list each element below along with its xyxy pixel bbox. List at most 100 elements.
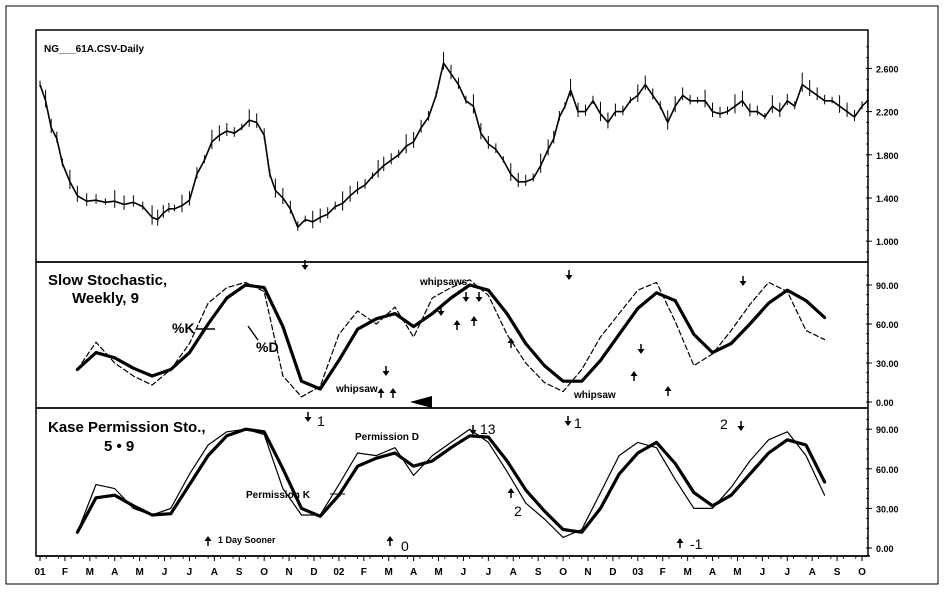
-d-series-line bbox=[75, 283, 827, 391]
signal-down-arrow-head-icon bbox=[565, 275, 573, 280]
x-tick-label: F bbox=[660, 567, 666, 578]
y-tick-label: 1.000 bbox=[876, 237, 899, 247]
signal-down-arrow-head-icon bbox=[637, 349, 645, 354]
signal-up-arrow-head-icon bbox=[377, 388, 385, 393]
y-tick-label: 1.800 bbox=[876, 151, 899, 161]
signal-down-arrow-head-icon bbox=[382, 371, 390, 376]
permission-d-series-line bbox=[75, 427, 827, 534]
x-tick-label: M bbox=[683, 567, 691, 578]
y-tick-label: 60.00 bbox=[876, 465, 899, 475]
x-tick-label: O bbox=[260, 567, 268, 578]
signal-up-arrow-head-icon bbox=[453, 320, 461, 325]
slow-stochastic-title: Slow Stochastic, bbox=[48, 272, 167, 289]
kase-permission-title: Kase Permission Sto., bbox=[48, 419, 206, 436]
x-tick-label: J bbox=[162, 567, 168, 578]
signal-count-0: 0 bbox=[401, 538, 409, 554]
panel-frame-price bbox=[35, 29, 869, 263]
whipsaw-label-2: whipsaw bbox=[573, 390, 616, 401]
x-tick-label: J bbox=[486, 567, 492, 578]
percent-k-label: %K bbox=[172, 320, 195, 336]
signal-down-arrow-head-icon bbox=[301, 265, 309, 270]
y-tick-label: 60.00 bbox=[876, 320, 899, 330]
y-tick-label: 90.00 bbox=[876, 281, 899, 291]
x-tick-label: J bbox=[187, 567, 193, 578]
x-tick-label: F bbox=[361, 567, 367, 578]
x-tick-label: J bbox=[461, 567, 467, 578]
y-tick-label: 2.600 bbox=[876, 64, 899, 74]
y-tick-label: 1.400 bbox=[876, 194, 899, 204]
signal-up-arrow-head-icon bbox=[507, 488, 515, 493]
price-series-line bbox=[39, 62, 869, 228]
signal-count-1b: 1 bbox=[574, 415, 582, 431]
y-tick-label: 30.00 bbox=[876, 359, 899, 369]
signal-down-arrow-head-icon bbox=[737, 426, 745, 431]
signal-down-arrow-head-icon bbox=[564, 421, 572, 426]
y-tick-label: 0.00 bbox=[876, 398, 894, 408]
x-tick-label: 03 bbox=[632, 567, 644, 578]
x-tick-label: D bbox=[609, 567, 616, 578]
x-tick-label: A bbox=[410, 567, 417, 578]
x-tick-label: M bbox=[86, 567, 94, 578]
signal-count-1a: 1 bbox=[317, 413, 325, 429]
signal-up-arrow-head-icon bbox=[386, 536, 394, 541]
y-tick-label: 2.200 bbox=[876, 108, 899, 118]
percent-d-leader bbox=[247, 325, 259, 341]
signal-up-arrow-head-icon bbox=[470, 316, 478, 321]
x-tick-label: J bbox=[784, 567, 790, 578]
signal-count-neg1: -1 bbox=[690, 536, 703, 552]
signal-up-arrow-head-icon bbox=[507, 338, 515, 343]
x-tick-label: A bbox=[211, 567, 218, 578]
price-chart-title: NG___61A.CSV-Daily bbox=[44, 44, 144, 55]
signal-up-arrow-head-icon bbox=[676, 538, 684, 543]
signal-down-arrow-head-icon bbox=[304, 417, 312, 422]
y-tick-label: 0.00 bbox=[876, 544, 894, 554]
x-tick-label: O bbox=[559, 567, 567, 578]
slow-stochastic-subtitle: Weekly, 9 bbox=[72, 290, 139, 307]
x-tick-label: 02 bbox=[333, 567, 345, 578]
x-tick-label: N bbox=[584, 567, 591, 578]
x-tick-label: S bbox=[535, 567, 542, 578]
whipsaw-label-1: whipsaw bbox=[335, 384, 378, 395]
x-tick-label: J bbox=[760, 567, 766, 578]
x-tick-label: A bbox=[510, 567, 517, 578]
signal-down-arrow-head-icon bbox=[437, 311, 445, 316]
x-tick-label: M bbox=[434, 567, 442, 578]
signal-count-2b: 2 bbox=[720, 416, 728, 432]
x-tick-label: A bbox=[111, 567, 118, 578]
permission-k-label: Permission K bbox=[246, 490, 311, 501]
permission-k-series-line bbox=[76, 428, 826, 538]
x-tick-label: 01 bbox=[34, 567, 46, 578]
percent-d-label: %D bbox=[256, 339, 279, 355]
x-tick-label: F bbox=[62, 567, 68, 578]
signal-down-arrow-head-icon bbox=[739, 281, 747, 286]
x-tick-label: A bbox=[709, 567, 716, 578]
whipsaws-label: whipsaws bbox=[419, 277, 468, 288]
permission-d-label: Permission D bbox=[355, 432, 419, 443]
x-tick-label: S bbox=[834, 567, 841, 578]
signal-down-arrow-head-icon bbox=[469, 430, 477, 435]
x-tick-label: D bbox=[310, 567, 317, 578]
x-tick-label: O bbox=[858, 567, 866, 578]
y-tick-label: 90.00 bbox=[876, 425, 899, 435]
y-tick-label: 30.00 bbox=[876, 504, 899, 514]
kase-permission-subtitle: 5 • 9 bbox=[104, 438, 134, 455]
left-pointing-triangle-icon bbox=[410, 396, 432, 408]
x-tick-label: N bbox=[285, 567, 292, 578]
signal-up-arrow-head-icon bbox=[389, 388, 397, 393]
x-tick-label: S bbox=[236, 567, 243, 578]
signal-count-2a: 2 bbox=[514, 503, 522, 519]
x-tick-label: A bbox=[809, 567, 816, 578]
x-tick-label: M bbox=[135, 567, 143, 578]
one-day-sooner-label: 1 Day Sooner bbox=[218, 535, 276, 545]
outer-frame bbox=[5, 5, 939, 585]
signal-up-arrow-head-icon bbox=[630, 371, 638, 376]
x-tick-label: M bbox=[733, 567, 741, 578]
signal-count-13: 13 bbox=[480, 421, 496, 437]
signal-up-arrow-head-icon bbox=[664, 386, 672, 391]
signal-down-arrow-head-icon bbox=[475, 297, 483, 302]
signal-down-arrow-head-icon bbox=[462, 297, 470, 302]
signal-up-arrow-head-icon bbox=[204, 536, 212, 541]
x-tick-label: M bbox=[385, 567, 393, 578]
